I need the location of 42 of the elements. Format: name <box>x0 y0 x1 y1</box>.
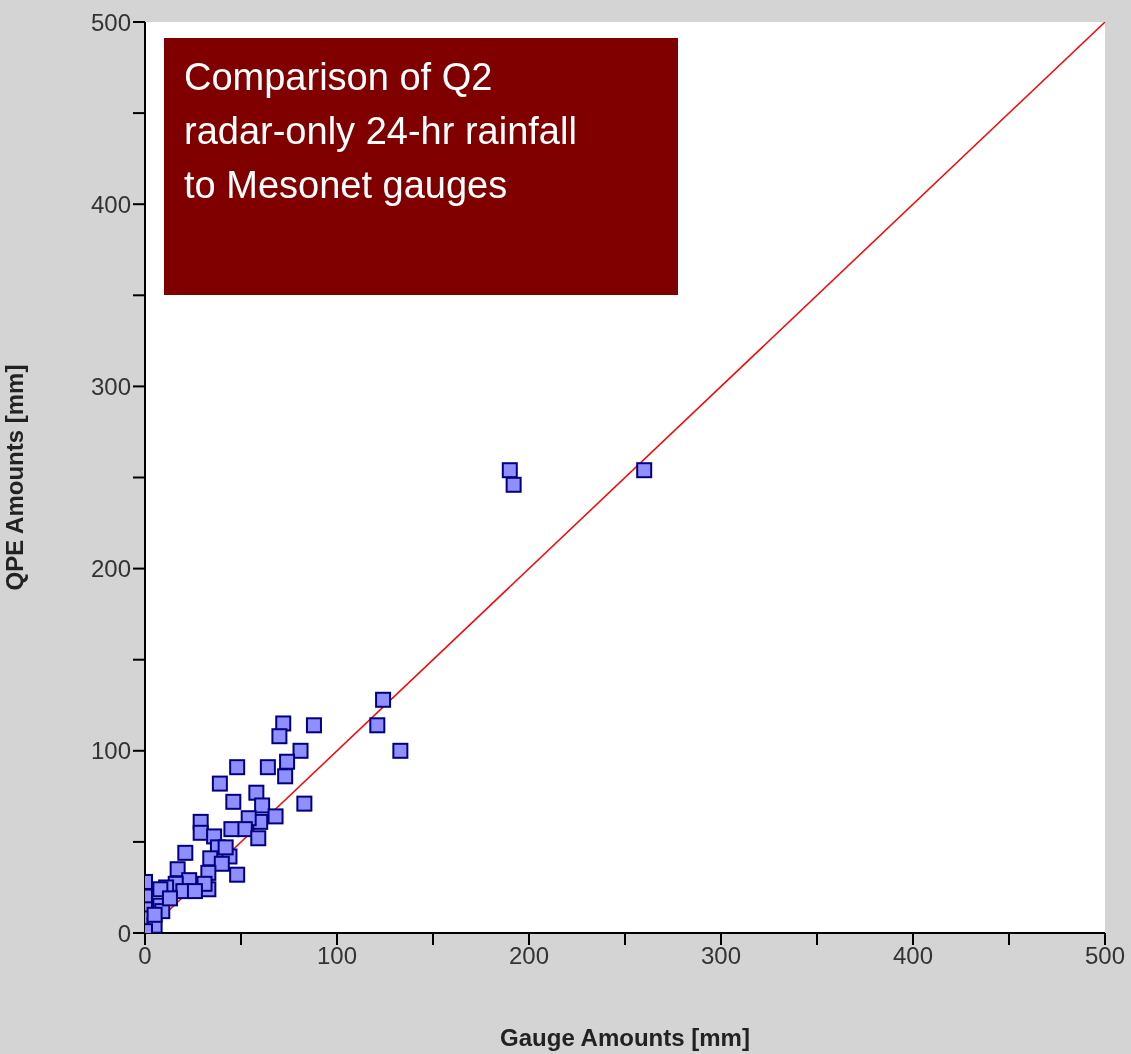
point <box>271 728 288 745</box>
point <box>292 742 309 759</box>
point <box>250 830 267 847</box>
point <box>279 753 296 770</box>
point <box>636 462 653 479</box>
point <box>375 691 392 708</box>
y-tick-label: 0 <box>117 919 131 947</box>
point <box>296 795 313 812</box>
point <box>225 793 242 810</box>
point <box>254 797 271 814</box>
title-panel: Comparison of Q2 radar-only 24-hr rainfall to Mesonet gauges <box>164 38 678 295</box>
point <box>146 906 163 923</box>
y-axis-title: QPE Amounts [mm] <box>0 364 28 591</box>
point <box>267 808 284 825</box>
point <box>213 855 230 872</box>
point <box>259 759 276 776</box>
point <box>177 844 194 861</box>
point <box>505 476 522 493</box>
x-tick-label: 100 <box>316 942 358 970</box>
x-tick-label: 0 <box>138 942 152 970</box>
point <box>277 768 294 785</box>
x-tick-label: 400 <box>892 942 934 970</box>
x-tick-label: 300 <box>700 942 742 970</box>
point <box>229 866 246 883</box>
point <box>305 717 322 734</box>
y-tick-label: 400 <box>90 190 131 218</box>
point <box>501 462 518 479</box>
x-tick-label: 200 <box>508 942 550 970</box>
y-tick-label: 200 <box>90 555 131 583</box>
y-tick-label: 300 <box>90 372 131 400</box>
x-axis-title: Gauge Amounts [mm] <box>500 1024 750 1051</box>
point <box>211 775 228 792</box>
x-tick-label: 500 <box>1084 942 1126 970</box>
y-tick-label: 100 <box>90 737 131 765</box>
point <box>161 890 178 907</box>
point <box>369 717 386 734</box>
y-tick-label: 500 <box>90 8 131 36</box>
point <box>217 839 234 856</box>
point <box>223 821 240 838</box>
point <box>229 759 246 776</box>
point <box>186 883 203 900</box>
point <box>392 742 409 759</box>
